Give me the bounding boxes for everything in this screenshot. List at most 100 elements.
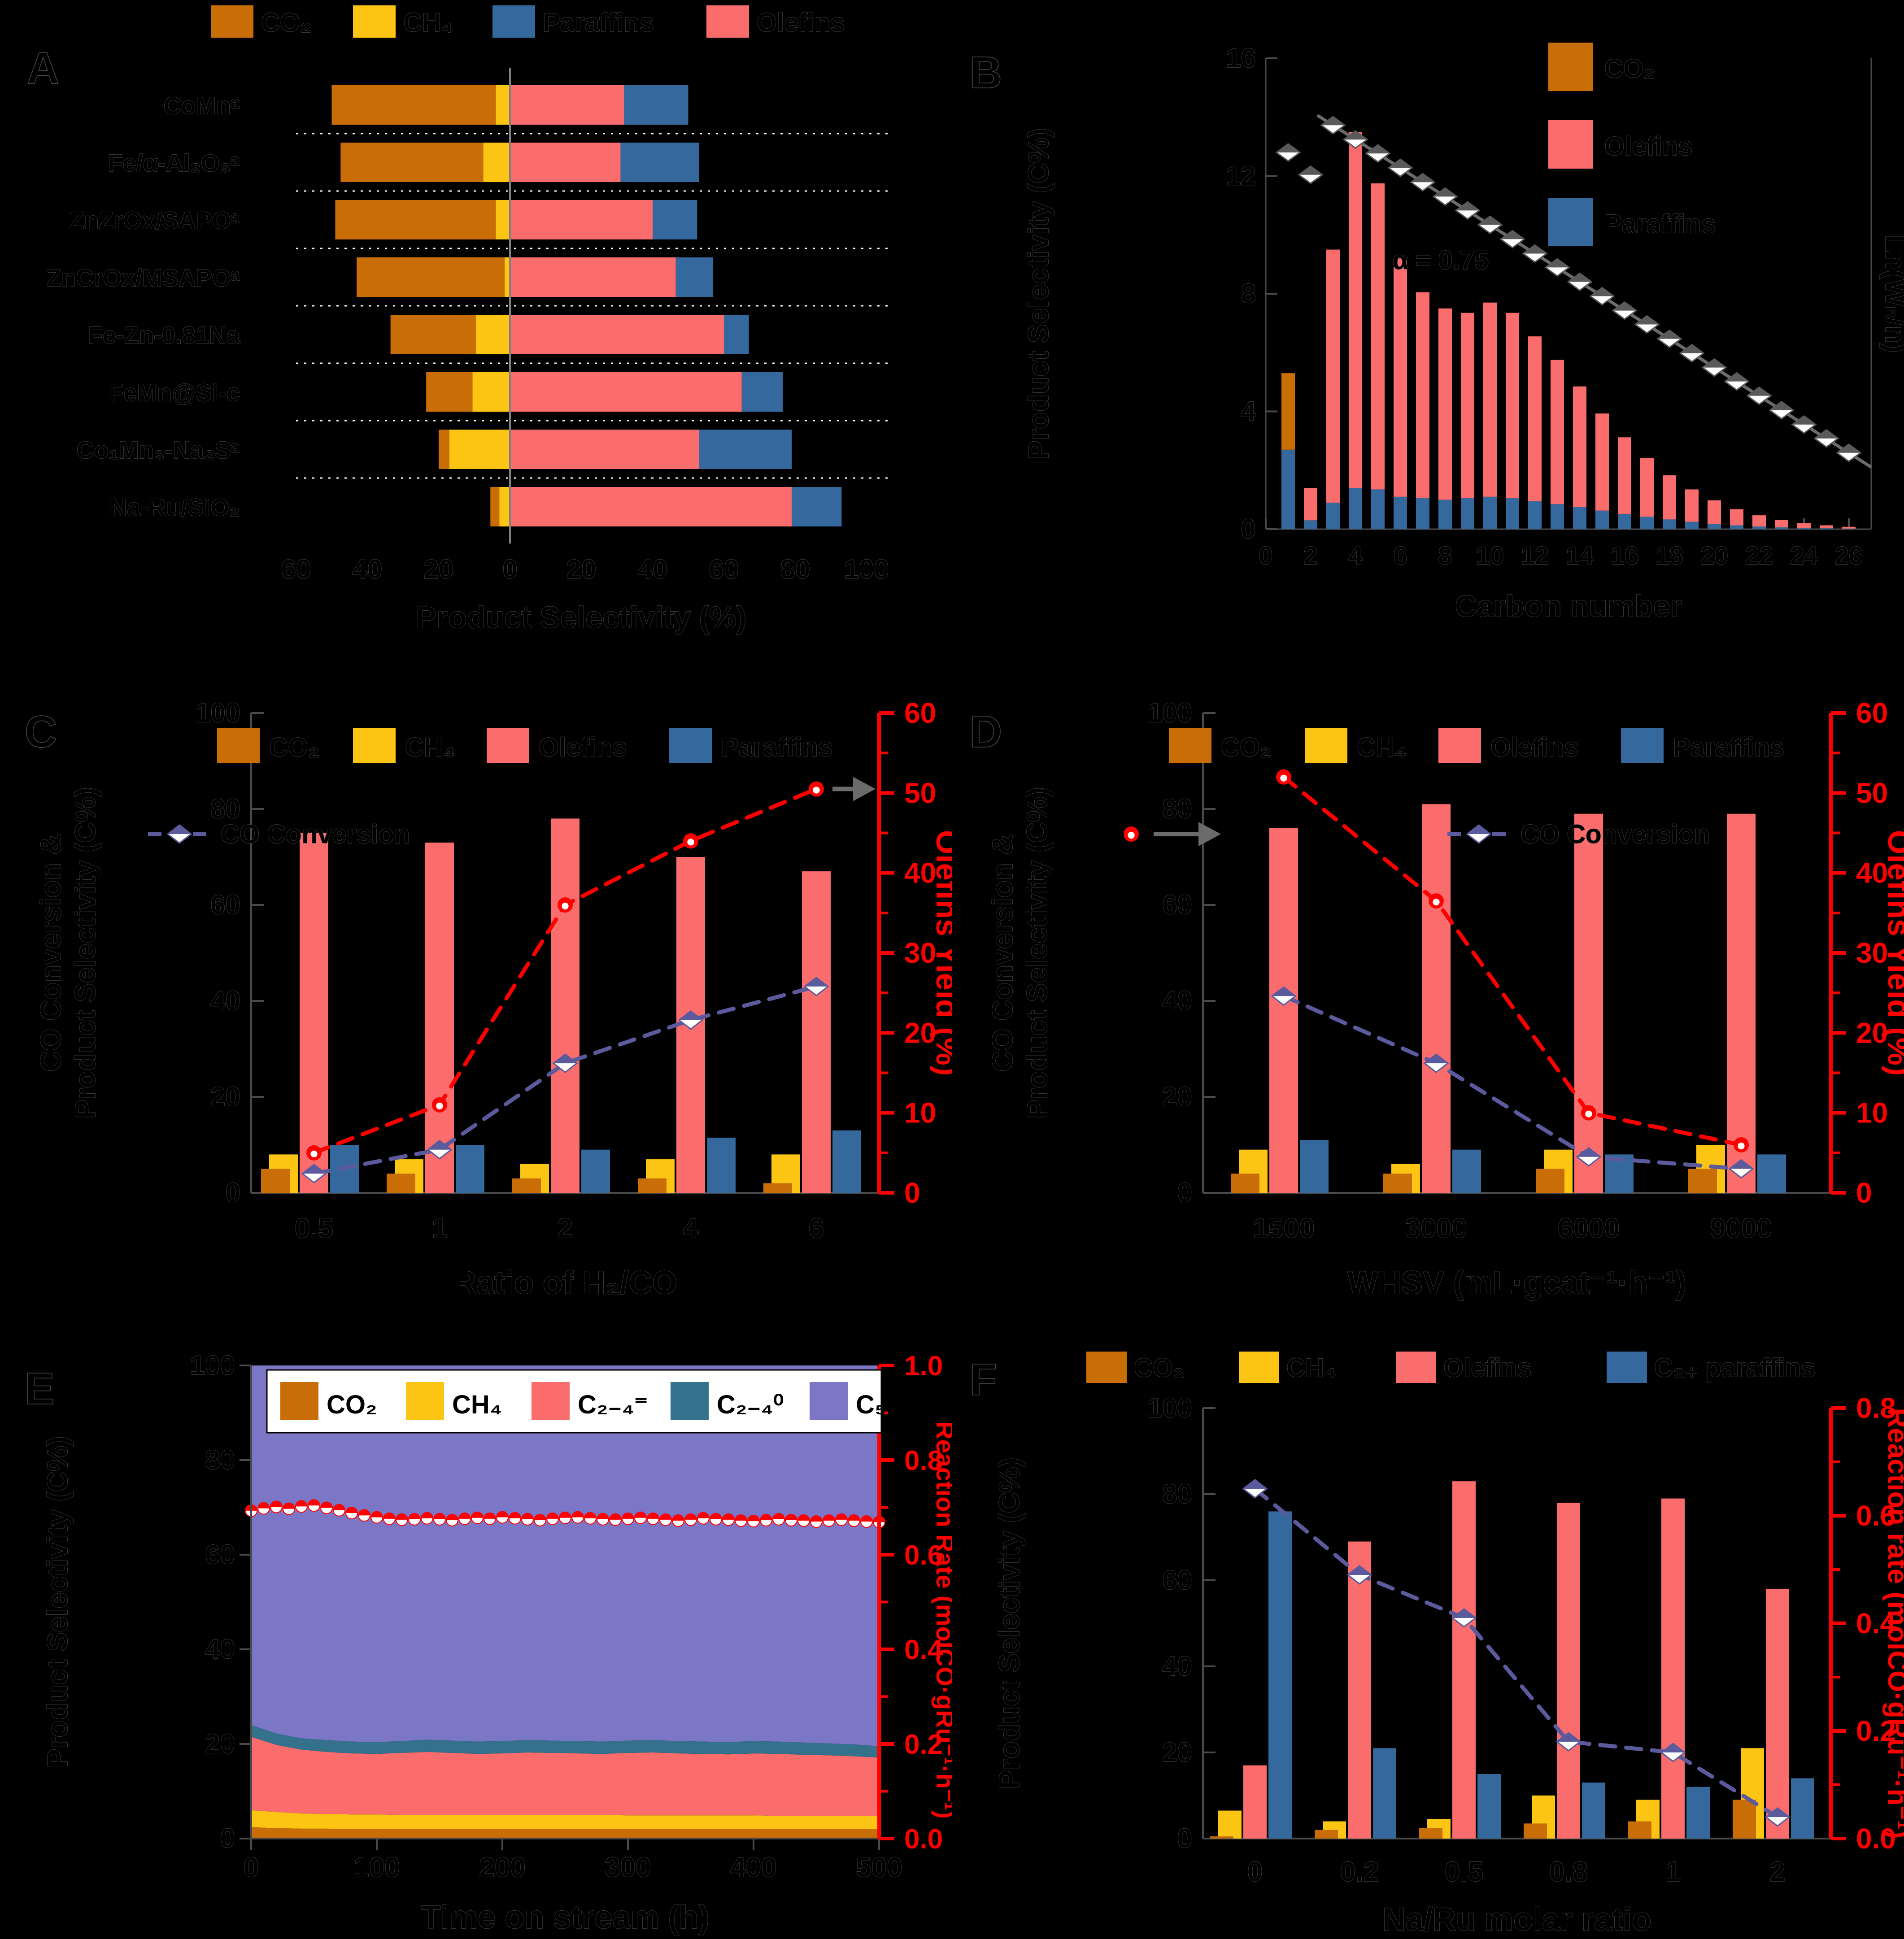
x-tick: 0.8 bbox=[1549, 1856, 1588, 1887]
x-tick: 26 bbox=[1835, 541, 1863, 570]
rate-marker-top bbox=[308, 1500, 320, 1506]
x-tick: 6000 bbox=[1558, 1213, 1620, 1244]
bar-paraffin bbox=[1797, 528, 1811, 529]
bar-co2 bbox=[490, 487, 500, 526]
diamond-marker-top bbox=[1425, 1054, 1448, 1064]
legend-swatch bbox=[1169, 728, 1211, 763]
bar-olefin bbox=[1752, 515, 1766, 527]
co-conversion-line bbox=[1281, 994, 1743, 1171]
legend-label: C₂₋₄⁼ bbox=[578, 1390, 648, 1419]
bar-olefin bbox=[1371, 183, 1385, 490]
bar-paraffins bbox=[1757, 1154, 1786, 1193]
legend2-label: CO Conversion bbox=[1521, 820, 1710, 849]
x-axis-label: Na/Ru molar ratio bbox=[1382, 1902, 1651, 1938]
rate-marker-top bbox=[735, 1515, 747, 1521]
bar-olefin bbox=[1394, 258, 1407, 497]
x-axis-label: WHSV (mL·gcat⁻¹·h⁻¹) bbox=[1347, 1265, 1686, 1301]
diamond-marker-top bbox=[1501, 230, 1524, 239]
bar-paraffins bbox=[1582, 1782, 1605, 1839]
left-tick: 0 bbox=[226, 1178, 240, 1208]
yield-marker-center bbox=[1738, 1142, 1745, 1150]
area-layer bbox=[251, 1725, 879, 1758]
legend-box bbox=[266, 1369, 882, 1434]
right-tick: 1.0 bbox=[904, 1351, 943, 1382]
rate-marker-top bbox=[622, 1513, 634, 1519]
bar-olefins bbox=[802, 871, 831, 1193]
right-tick: 0.8 bbox=[904, 1445, 943, 1476]
bar-paraffin bbox=[1685, 522, 1699, 529]
diamond-marker-top bbox=[1299, 166, 1322, 175]
x-tick: 18 bbox=[1656, 541, 1683, 570]
right-axis-label: Olefins Yield (%) bbox=[930, 830, 952, 1076]
x-tick: 80 bbox=[780, 554, 810, 584]
diamond-marker-top bbox=[1366, 145, 1390, 154]
right-tick: 10 bbox=[904, 1097, 936, 1129]
legend-swatch bbox=[1548, 120, 1593, 169]
left-tick: 20 bbox=[1162, 1737, 1192, 1767]
bar-olefin bbox=[1528, 336, 1542, 501]
diamond-marker-top bbox=[1523, 245, 1547, 254]
bar-olefin bbox=[1595, 413, 1609, 511]
rate-marker-top bbox=[497, 1511, 508, 1517]
diamond-marker-top bbox=[1546, 259, 1569, 268]
rate-marker-top bbox=[672, 1515, 684, 1521]
bar-olefins bbox=[510, 200, 653, 239]
x-tick: 0 bbox=[1247, 1856, 1263, 1887]
panel-c: C 0 20 40 60 80 100 0 10 20 30 40 50 60 0.5 1 2 4 6 Ratio … bbox=[0, 682, 952, 1345]
category-label: Na-Ru/SiO₂ bbox=[109, 494, 240, 521]
right-tick: 0.2 bbox=[1856, 1715, 1896, 1747]
left-tick: 100 bbox=[1147, 698, 1192, 728]
panel-f: F 0 20 40 60 80 100 0.0 0.2 0.4 0.6 0.8 0 0.2 0.5 0.8 1… bbox=[952, 1345, 1904, 1939]
x-tick: 1 bbox=[432, 1213, 447, 1244]
bar-olefin bbox=[1506, 313, 1519, 499]
legend-swatch bbox=[1548, 43, 1593, 91]
x-tick: 12 bbox=[1521, 541, 1549, 570]
legend-swatch bbox=[1607, 1352, 1647, 1383]
area-layer bbox=[251, 1737, 879, 1816]
bar-olefins bbox=[425, 842, 454, 1193]
bar-olefin bbox=[1551, 360, 1564, 504]
right-tick: 0.6 bbox=[1856, 1500, 1896, 1532]
x-tick: 100 bbox=[353, 1852, 400, 1883]
x-tick: 16 bbox=[1611, 541, 1638, 570]
left-tick: 60 bbox=[210, 890, 240, 920]
bar-olefin bbox=[1842, 526, 1856, 529]
arrow-head bbox=[853, 777, 876, 801]
diamond-marker-top bbox=[1590, 287, 1614, 296]
x-tick: 200 bbox=[479, 1852, 525, 1883]
x-tick: 1500 bbox=[1253, 1213, 1315, 1244]
rate-marker-top bbox=[647, 1513, 659, 1519]
bar-paraffins bbox=[832, 1130, 861, 1193]
right-tick: 30 bbox=[904, 937, 936, 969]
bar-ch4 bbox=[505, 257, 510, 297]
rate-marker-top bbox=[471, 1512, 483, 1518]
bar-paraffin bbox=[1775, 527, 1788, 529]
x-tick: 60 bbox=[709, 554, 739, 584]
bar-co2 bbox=[335, 200, 496, 239]
diamond-marker-top bbox=[1456, 202, 1479, 211]
legend-swatch bbox=[706, 5, 749, 38]
left-tick: 100 bbox=[190, 1350, 235, 1380]
legend-label: CH₄ bbox=[1357, 733, 1407, 762]
rate-marker-top bbox=[409, 1513, 420, 1519]
diamond-marker-top bbox=[1613, 302, 1636, 311]
bar-olefin bbox=[1573, 386, 1586, 507]
category-label: Co₁Mn₃-Na₂Sᵃ bbox=[76, 437, 240, 464]
diamond-marker-top bbox=[1766, 1808, 1789, 1817]
y-tick: 4 bbox=[1241, 396, 1256, 426]
right-tick: 0.0 bbox=[904, 1824, 943, 1855]
left-axis-label: Product Selectivity (C%) bbox=[41, 1436, 74, 1768]
right-tick: 20 bbox=[904, 1017, 936, 1049]
diamond-marker-top bbox=[1277, 144, 1300, 152]
right-tick: 60 bbox=[904, 697, 936, 729]
rate-marker-top bbox=[321, 1502, 332, 1508]
rate-marker-top bbox=[333, 1504, 345, 1510]
legend-label: Olefins bbox=[757, 8, 845, 37]
diamond-marker-top bbox=[1411, 174, 1434, 183]
diamond-marker-top bbox=[302, 1165, 326, 1174]
x-axis-label: Product Selectivity (%) bbox=[416, 600, 747, 635]
x-tick: 20 bbox=[1700, 541, 1728, 570]
bar-co2 bbox=[357, 257, 505, 297]
diamond-marker-top bbox=[805, 977, 828, 987]
